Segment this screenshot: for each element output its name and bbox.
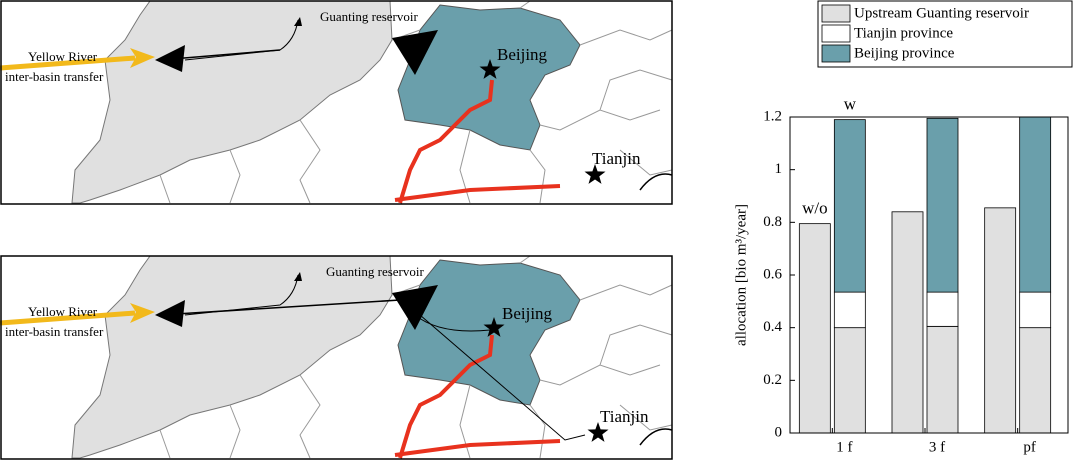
arrow-head bbox=[155, 300, 185, 327]
boundary bbox=[519, 255, 531, 264]
bar bbox=[833, 327, 866, 434]
river-arrow bbox=[0, 310, 136, 326]
tianjin-star bbox=[587, 422, 609, 442]
map-label: Beijing bbox=[502, 304, 553, 323]
river-arrow bbox=[0, 55, 136, 71]
map-label: Tianjin bbox=[592, 149, 641, 168]
arrow-head bbox=[155, 45, 185, 72]
upstream-region bbox=[71, 255, 393, 459]
map-label: Yellow River bbox=[28, 304, 98, 319]
map: Guanting reservoir Yellow River inter-basi… bbox=[0, 0, 673, 205]
boundary bbox=[299, 119, 321, 204]
upstream-region bbox=[71, 0, 393, 204]
bar bbox=[1019, 327, 1052, 434]
map-label: inter-basin transfer bbox=[5, 324, 104, 339]
arrow-head bbox=[294, 17, 302, 26]
bar bbox=[1019, 116, 1052, 293]
legend-label: Beijing province bbox=[854, 45, 955, 61]
beijing-star bbox=[479, 59, 501, 79]
legend-swatch bbox=[821, 24, 851, 43]
bar bbox=[1019, 291, 1052, 329]
transfer-arrow bbox=[159, 299, 401, 316]
x-tick-label: 3 f bbox=[929, 439, 945, 455]
y-tick-label: 0.4 bbox=[763, 319, 782, 335]
boundary bbox=[229, 149, 241, 204]
boundary bbox=[599, 69, 673, 111]
bar bbox=[926, 325, 959, 434]
y-tick-label: 0.2 bbox=[763, 372, 782, 388]
legend-box bbox=[817, 0, 1073, 68]
river-arrow-head bbox=[130, 48, 155, 68]
map-border bbox=[0, 255, 673, 460]
bar bbox=[833, 119, 866, 293]
boundary bbox=[529, 404, 546, 459]
boundary bbox=[579, 29, 673, 46]
arrow-head bbox=[294, 272, 302, 281]
map-label: Beijing bbox=[497, 45, 548, 64]
beijing-region bbox=[397, 4, 581, 151]
reservoir-triangle bbox=[392, 30, 438, 75]
bar bbox=[984, 207, 1017, 434]
boundary bbox=[599, 324, 673, 366]
y-tick-label: 0.6 bbox=[763, 266, 782, 282]
map-label: Guanting reservoir bbox=[320, 9, 419, 24]
map-label: Yellow River bbox=[28, 49, 98, 64]
axes-box bbox=[789, 116, 1069, 434]
map-label: Tianjin bbox=[600, 407, 649, 426]
legend-swatch bbox=[821, 44, 851, 63]
x-tick-label: pf bbox=[1023, 439, 1036, 455]
beijing-star bbox=[483, 317, 505, 337]
boundary bbox=[299, 374, 321, 459]
y-tick-label: 1.2 bbox=[763, 108, 782, 124]
legend-label: Tianjin province bbox=[854, 25, 953, 41]
bar bbox=[926, 291, 959, 327]
coastline bbox=[639, 428, 673, 446]
boundary bbox=[519, 0, 531, 9]
tianjin-star bbox=[584, 164, 606, 184]
flow-arrow bbox=[419, 314, 586, 441]
boundary bbox=[159, 174, 171, 204]
map-border bbox=[0, 0, 673, 205]
scenario-label: w/o bbox=[802, 199, 828, 218]
y-tick-label: 0.8 bbox=[763, 214, 782, 230]
bar bbox=[798, 223, 831, 434]
coastline bbox=[639, 173, 673, 191]
flow-arrow bbox=[414, 314, 491, 332]
bar bbox=[926, 117, 959, 293]
map: Guanting reservoir Yellow River inter-basi… bbox=[0, 255, 673, 460]
y-axis-label: allocation [bio m³/year] bbox=[733, 204, 749, 346]
boundary bbox=[619, 149, 673, 176]
map-label: Guanting reservoir bbox=[326, 264, 425, 279]
reservoir-triangle bbox=[392, 285, 438, 330]
boundary bbox=[229, 404, 241, 459]
canal bbox=[394, 334, 561, 459]
scenario-label: w bbox=[844, 95, 857, 114]
bar bbox=[833, 291, 866, 329]
y-tick-label: 0 bbox=[775, 424, 783, 440]
legend-swatch bbox=[821, 4, 851, 23]
canal bbox=[394, 79, 561, 204]
bar bbox=[891, 211, 924, 434]
y-tick-label: 1 bbox=[775, 161, 783, 177]
boundary bbox=[579, 284, 673, 301]
boundary bbox=[619, 404, 673, 431]
x-tick-label: 1 f bbox=[836, 439, 852, 455]
map-label: inter-basin transfer bbox=[5, 69, 104, 84]
legend-label: Upstream Guanting reservoir bbox=[854, 5, 1029, 21]
boundary bbox=[159, 429, 171, 459]
boundary bbox=[529, 149, 546, 204]
river-arrow-head bbox=[130, 303, 155, 323]
